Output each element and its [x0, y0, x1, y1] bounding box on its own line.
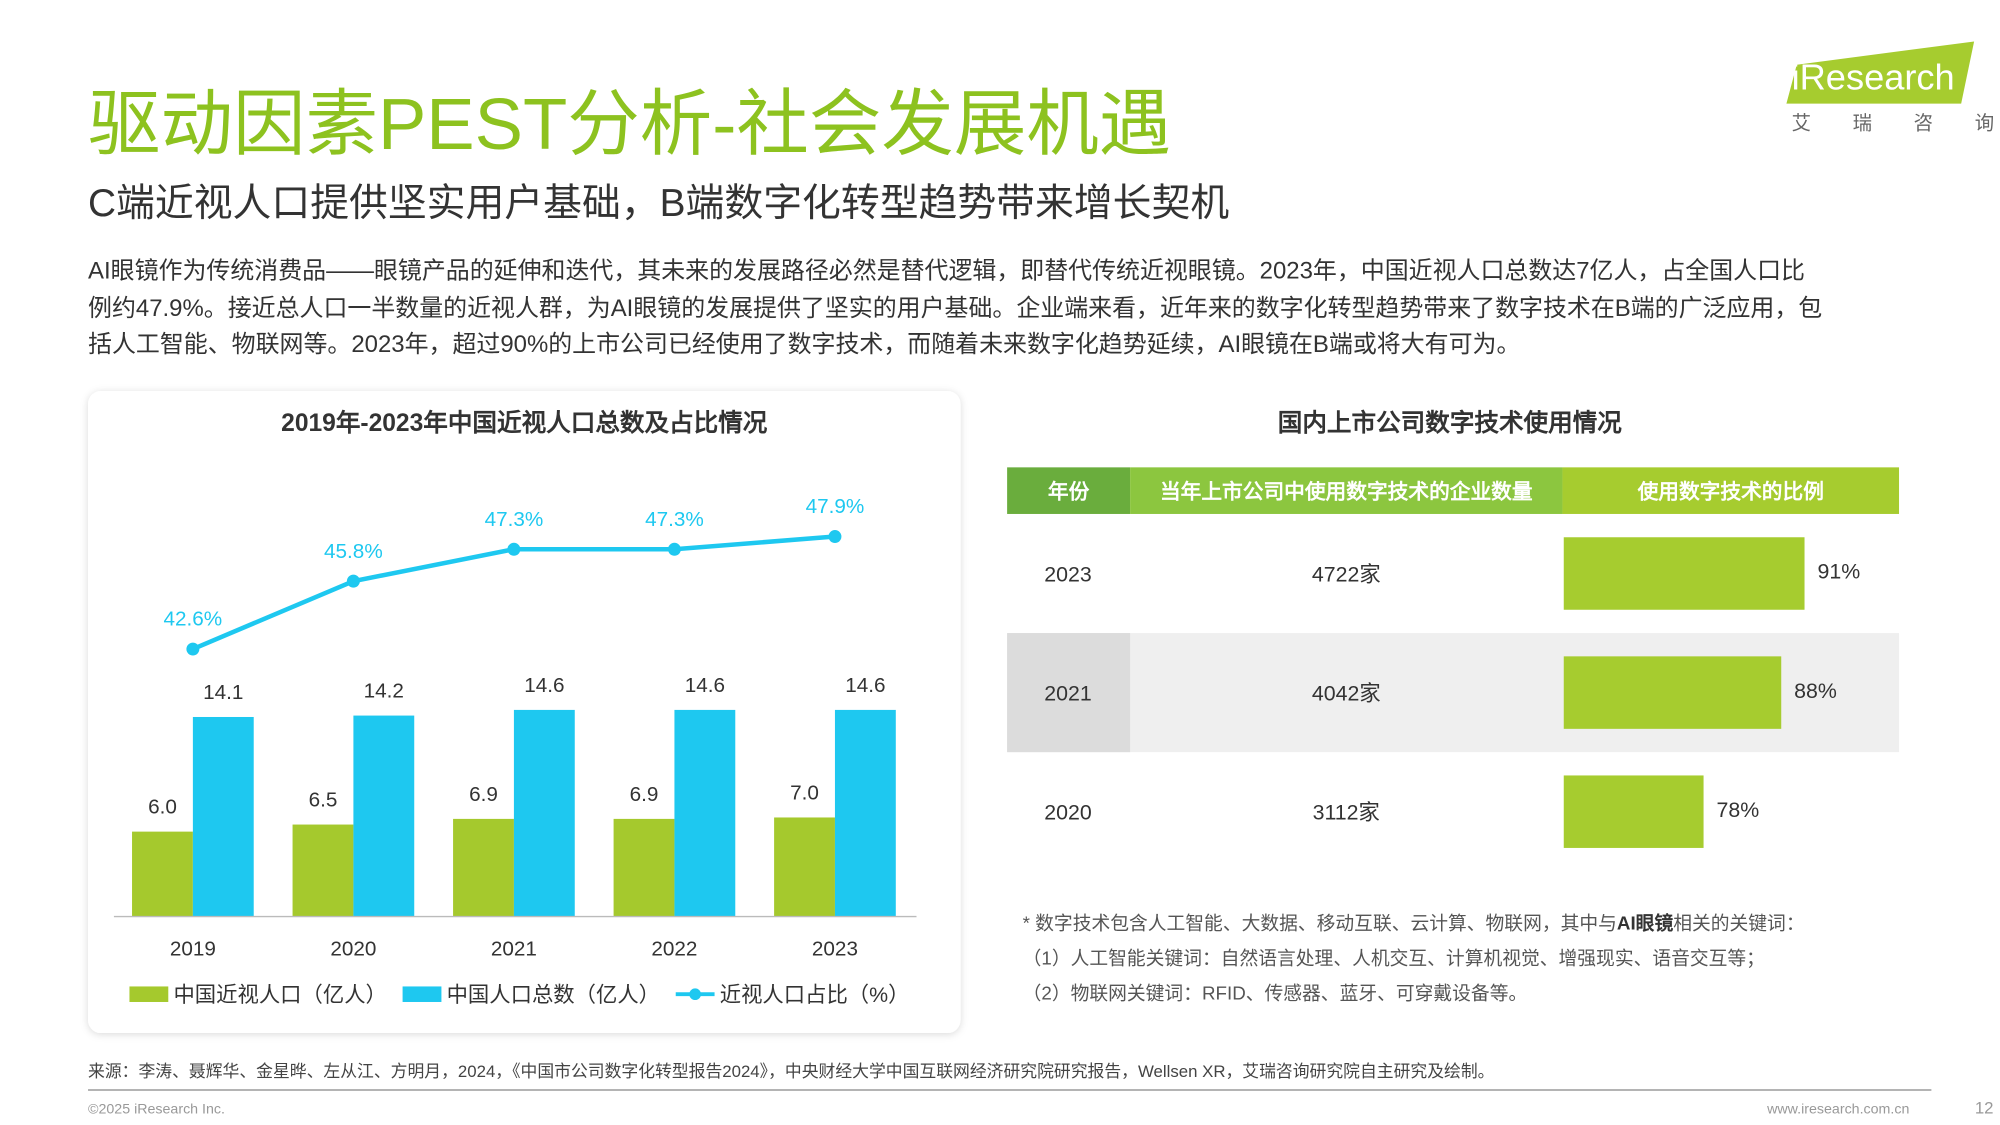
note-text: * 数字技术包含人工智能、大数据、移动互联、云计算、物联网，其中与: [1023, 912, 1617, 933]
note: * 数字技术包含人工智能、大数据、移动互联、云计算、物联网，其中与AI眼镜相关的…: [1023, 911, 1805, 933]
table-header-cell: [1007, 467, 1131, 514]
legend-swatch: [129, 986, 169, 1002]
source: 来源：李涛、聂辉华、金星晔、左从江、方明月，2024，《中国市公司数字化转型报告…: [88, 1062, 1494, 1081]
line-label: 47.9%: [806, 495, 865, 518]
x-tick-label: 2022: [651, 937, 697, 960]
website: www.iresearch.com.cn: [1766, 1101, 1909, 1117]
title: 驱动因素PEST分析-社会发展机遇: [88, 84, 1171, 165]
line-point: [346, 574, 360, 588]
bar: [192, 716, 254, 917]
table-header-cell: [1562, 467, 1900, 514]
ratio-label: 78%: [1717, 798, 1760, 822]
legend-label: 中国近视人口（亿人）: [173, 983, 386, 1007]
table-year: 2023: [1044, 562, 1091, 586]
legend-swatch: [402, 986, 442, 1002]
note: （1）人工智能关键词：自然语言处理、人机交互、计算机视觉、增强现实、语音交互等；: [1023, 947, 1765, 968]
x-tick-label: 2020: [330, 937, 376, 960]
chart: 6.0 6.5 6.9 6.9 7.0 14.1 14.2 14.6 14.6 14.6 2019 2…: [113, 495, 917, 1007]
logo-badge: [1786, 41, 1975, 104]
bar-label: 7.0: [790, 781, 819, 804]
table-header: 当年上市公司中使用数字技术的企业数量: [1160, 479, 1533, 503]
subtitle: C端近视人口提供坚实用户基础，B端数字化转型趋势带来增长契机: [88, 182, 1229, 225]
note: （2）物联网关键词：RFID、传感器、蓝牙、可穿戴设备等。: [1023, 982, 1528, 1003]
table-header-cell: [1130, 467, 1563, 514]
legend-label: 近视人口占比（%）: [720, 983, 910, 1007]
body-line: 例约47.9%。接近总人口一半数量的近视人群，为AI眼镜的发展提供了坚实的用户基…: [88, 295, 1822, 322]
bar: [292, 824, 354, 917]
table-count: 4042家: [1312, 681, 1381, 705]
page-number: 12: [1975, 1098, 1994, 1117]
copyright: ©2025 iResearch Inc.: [88, 1101, 225, 1117]
table-year: 2021: [1044, 681, 1091, 705]
line-label: 47.3%: [645, 508, 704, 531]
chart-title: 2019年-2023年中国近视人口总数及占比情况: [281, 408, 768, 437]
bar-label: 14.6: [524, 674, 564, 697]
logo: iResearch: [1792, 56, 1955, 97]
ratio-bar: [1563, 537, 1805, 610]
bar-label: 14.1: [203, 681, 243, 704]
table-header: 年份: [1048, 479, 1090, 503]
line-label: 47.3%: [485, 508, 544, 531]
line-label: 45.8%: [324, 540, 383, 563]
note-bold: AI眼镜: [1617, 911, 1674, 933]
table-year: 2020: [1044, 800, 1092, 824]
bar: [453, 818, 514, 917]
table-count: 4722家: [1312, 562, 1381, 586]
ratio-bar: [1563, 656, 1782, 729]
ratio-label: 88%: [1794, 679, 1837, 703]
bar-label: 6.9: [630, 783, 659, 806]
bar: [353, 715, 415, 917]
bar-label: 6.0: [148, 796, 177, 819]
x-tick-label: 2023: [812, 937, 858, 960]
bar-label: 6.9: [469, 783, 498, 806]
x-tick-label: 2019: [170, 937, 216, 960]
table-cell-bg: [1007, 633, 1131, 753]
line-label: 42.6%: [164, 608, 223, 631]
x-tick-label: 2021: [491, 937, 537, 960]
bar: [132, 831, 193, 917]
bar: [774, 817, 835, 917]
bar: [674, 709, 736, 917]
line-point: [667, 542, 681, 556]
legend-dot: [689, 988, 701, 1001]
body-line: 括人工智能、物联网等。2023年，超过90%的上市公司已经使用了数字技术，而随着…: [88, 331, 1520, 358]
line-point: [186, 642, 200, 656]
bar: [613, 818, 675, 917]
bar-label: 14.6: [845, 674, 885, 697]
ratio-bar: [1563, 775, 1704, 848]
line-point: [828, 530, 842, 544]
body-line: AI眼镜作为传统消费品——眼镜产品的延伸和迭代，其未来的发展路径必然是替代逻辑，…: [88, 257, 1805, 284]
legend-label: 中国人口总数（亿人）: [447, 983, 660, 1007]
bar: [513, 709, 575, 917]
table-header: 使用数字技术的比例: [1637, 479, 1824, 503]
table: 年份 当年上市公司中使用数字技术的企业数量 使用数字技术的比例 2023 4722家 91…: [1007, 467, 1900, 848]
table-title: 国内上市公司数字技术使用情况: [1278, 408, 1623, 437]
table-count: 3112家: [1313, 800, 1380, 824]
logo-sub: 艾 瑞 咨 询: [1792, 112, 2000, 134]
bar-label: 6.5: [309, 788, 338, 811]
note-text: 相关的关键词：: [1673, 912, 1804, 933]
ratio-label: 91%: [1817, 560, 1860, 584]
bar: [834, 709, 896, 917]
bar-label: 14.2: [364, 679, 404, 702]
line-point: [507, 542, 521, 556]
bar-label: 14.6: [685, 674, 725, 697]
